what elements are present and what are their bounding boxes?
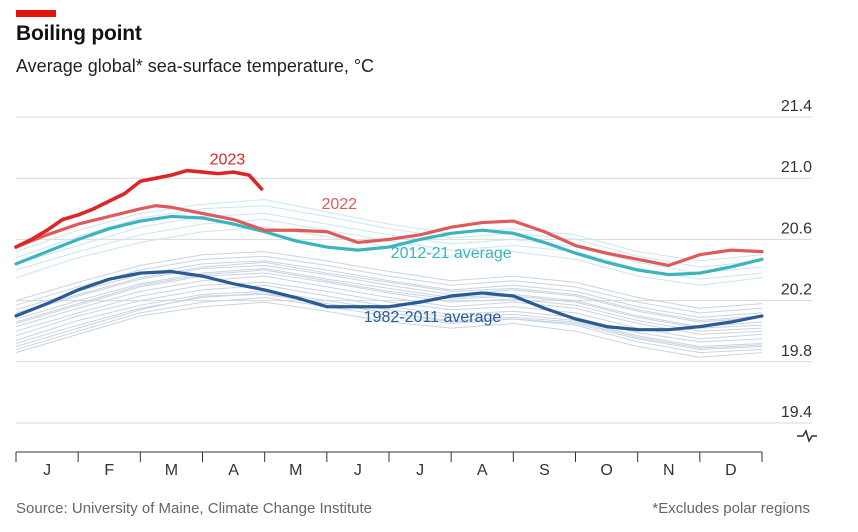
year-2023-line (14, 168, 264, 249)
chart-subtitle: Average global* sea-surface temperature,… (16, 56, 375, 76)
background-year-lines (15, 199, 763, 358)
avg-2012-21-line (14, 214, 764, 277)
chart-title: Boiling point (16, 22, 142, 45)
x-tick-label: M (165, 462, 178, 479)
axis-break-icon (797, 429, 817, 443)
y-tick-label: 19.4 (781, 404, 812, 421)
x-tick-label: O (600, 462, 612, 479)
background-year-line (15, 255, 763, 314)
year-2022-line (14, 204, 764, 268)
x-tick-label: J (43, 462, 51, 479)
label-2023: 2023 (210, 151, 246, 168)
x-tick-label: A (477, 462, 488, 479)
x-tick-label: N (663, 462, 675, 479)
x-tick-label: D (725, 462, 737, 479)
background-year-line (15, 297, 763, 354)
background-year-line (15, 301, 763, 358)
y-tick-label: 21.0 (781, 159, 812, 176)
background-year-line (15, 251, 763, 309)
y-tick-label: 20.2 (781, 282, 812, 299)
economist-red-tag (16, 10, 56, 17)
x-tick-label: A (228, 462, 239, 479)
x-tick-label: S (539, 462, 550, 479)
avg-1982-2011-line (14, 269, 764, 332)
background-year-line (15, 205, 763, 268)
background-year-line (15, 269, 763, 329)
x-tick-label: M (289, 462, 302, 479)
x-tick-label: J (354, 462, 362, 479)
source-note: Source: University of Maine, Climate Cha… (16, 500, 372, 517)
label-2012-21-average: 2012-21 average (391, 245, 512, 262)
footnote: *Excludes polar regions (652, 500, 810, 517)
background-year-line (15, 261, 763, 321)
background-year-line (15, 292, 763, 349)
background-year-line (15, 290, 763, 347)
x-tick-label: F (104, 462, 114, 479)
label-1982-2011-average: 1982-2011 average (364, 309, 502, 326)
highlighted-series (14, 168, 764, 332)
background-year-line (15, 275, 763, 335)
gridlines (16, 116, 812, 424)
y-tick-label: 21.4 (781, 98, 812, 115)
x-tick-label: J (416, 462, 424, 479)
series-labels: 2023 2022 2012-21 average 1982-2011 average (210, 151, 512, 326)
background-year-line (15, 267, 763, 328)
background-year-line (15, 264, 763, 323)
background-year-line (15, 199, 763, 262)
y-tick-label: 19.8 (781, 343, 812, 360)
label-2022: 2022 (321, 196, 357, 213)
background-year-line (15, 212, 763, 274)
y-axis-ticks: 19.4 19.8 20.2 20.6 21.0 21.4 (781, 98, 812, 421)
y-tick-label: 20.6 (781, 220, 812, 237)
background-year-line (15, 272, 763, 332)
